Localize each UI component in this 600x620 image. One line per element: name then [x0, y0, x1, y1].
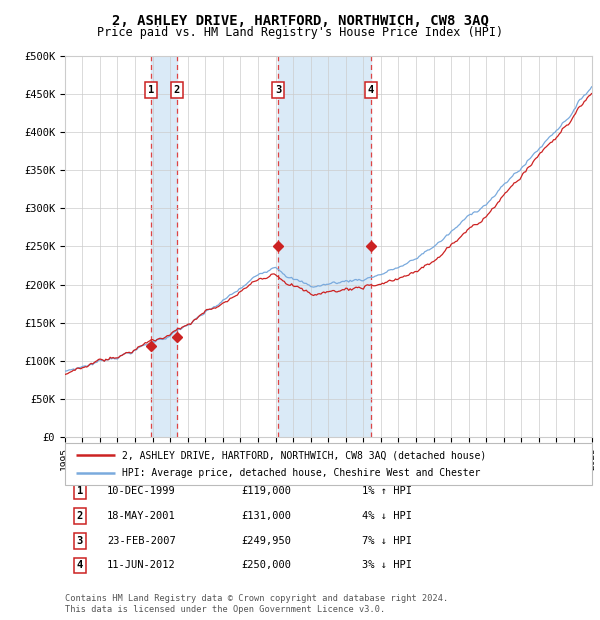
Text: 2: 2	[77, 511, 83, 521]
Bar	[278, 56, 371, 437]
Text: 4% ↓ HPI: 4% ↓ HPI	[362, 511, 412, 521]
Text: 2: 2	[174, 85, 180, 95]
Text: £250,000: £250,000	[242, 560, 292, 570]
Text: 7% ↓ HPI: 7% ↓ HPI	[362, 536, 412, 546]
Bar	[151, 56, 177, 437]
Text: 18-MAY-2001: 18-MAY-2001	[107, 511, 176, 521]
Text: £249,950: £249,950	[242, 536, 292, 546]
Text: 1: 1	[77, 486, 83, 496]
Text: 23-FEB-2007: 23-FEB-2007	[107, 536, 176, 546]
Text: Contains HM Land Registry data © Crown copyright and database right 2024.: Contains HM Land Registry data © Crown c…	[65, 593, 448, 603]
Text: 10-DEC-1999: 10-DEC-1999	[107, 486, 176, 496]
Text: 4: 4	[77, 560, 83, 570]
Text: 2, ASHLEY DRIVE, HARTFORD, NORTHWICH, CW8 3AQ (detached house): 2, ASHLEY DRIVE, HARTFORD, NORTHWICH, CW…	[122, 450, 486, 460]
Text: HPI: Average price, detached house, Cheshire West and Chester: HPI: Average price, detached house, Ches…	[122, 468, 480, 478]
Text: 2, ASHLEY DRIVE, HARTFORD, NORTHWICH, CW8 3AQ: 2, ASHLEY DRIVE, HARTFORD, NORTHWICH, CW…	[112, 14, 488, 28]
Text: 3% ↓ HPI: 3% ↓ HPI	[362, 560, 412, 570]
Text: Price paid vs. HM Land Registry's House Price Index (HPI): Price paid vs. HM Land Registry's House …	[97, 26, 503, 39]
Text: 1% ↑ HPI: 1% ↑ HPI	[362, 486, 412, 496]
Text: 3: 3	[275, 85, 281, 95]
Text: 3: 3	[77, 536, 83, 546]
Text: This data is licensed under the Open Government Licence v3.0.: This data is licensed under the Open Gov…	[65, 604, 385, 614]
Text: 4: 4	[368, 85, 374, 95]
Text: £119,000: £119,000	[242, 486, 292, 496]
Text: 1: 1	[148, 85, 154, 95]
Text: 11-JUN-2012: 11-JUN-2012	[107, 560, 176, 570]
Text: £131,000: £131,000	[242, 511, 292, 521]
